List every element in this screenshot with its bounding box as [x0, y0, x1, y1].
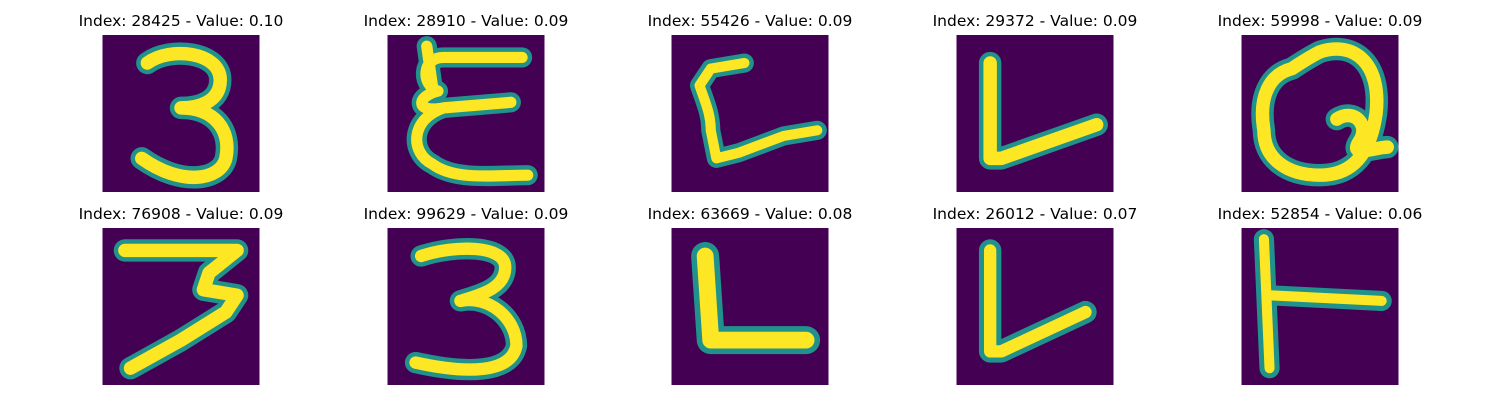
digit-image — [102, 228, 260, 385]
panel-title: Index: 55426 - Value: 0.09 — [647, 12, 853, 30]
panel-title: Index: 63669 - Value: 0.08 — [647, 205, 853, 223]
panel-title: Index: 76908 - Value: 0.09 — [78, 205, 284, 223]
digit-image — [956, 228, 1114, 385]
digit-image — [387, 35, 545, 192]
panel-title: Index: 29372 - Value: 0.09 — [932, 12, 1138, 30]
panel-title: Index: 52854 - Value: 0.06 — [1217, 205, 1423, 223]
digit-image — [387, 228, 545, 385]
panel-title: Index: 59998 - Value: 0.09 — [1217, 12, 1423, 30]
panel-title: Index: 28910 - Value: 0.09 — [363, 12, 569, 30]
panel-title: Index: 99629 - Value: 0.09 — [363, 205, 569, 223]
panel-title: Index: 26012 - Value: 0.07 — [932, 205, 1138, 223]
digit-image — [956, 35, 1114, 192]
digit-image — [102, 35, 260, 192]
panel-title: Index: 28425 - Value: 0.10 — [78, 12, 284, 30]
digit-image — [1241, 228, 1399, 385]
digit-image — [671, 35, 829, 192]
digit-image — [671, 228, 829, 385]
digit-image — [1241, 35, 1399, 192]
